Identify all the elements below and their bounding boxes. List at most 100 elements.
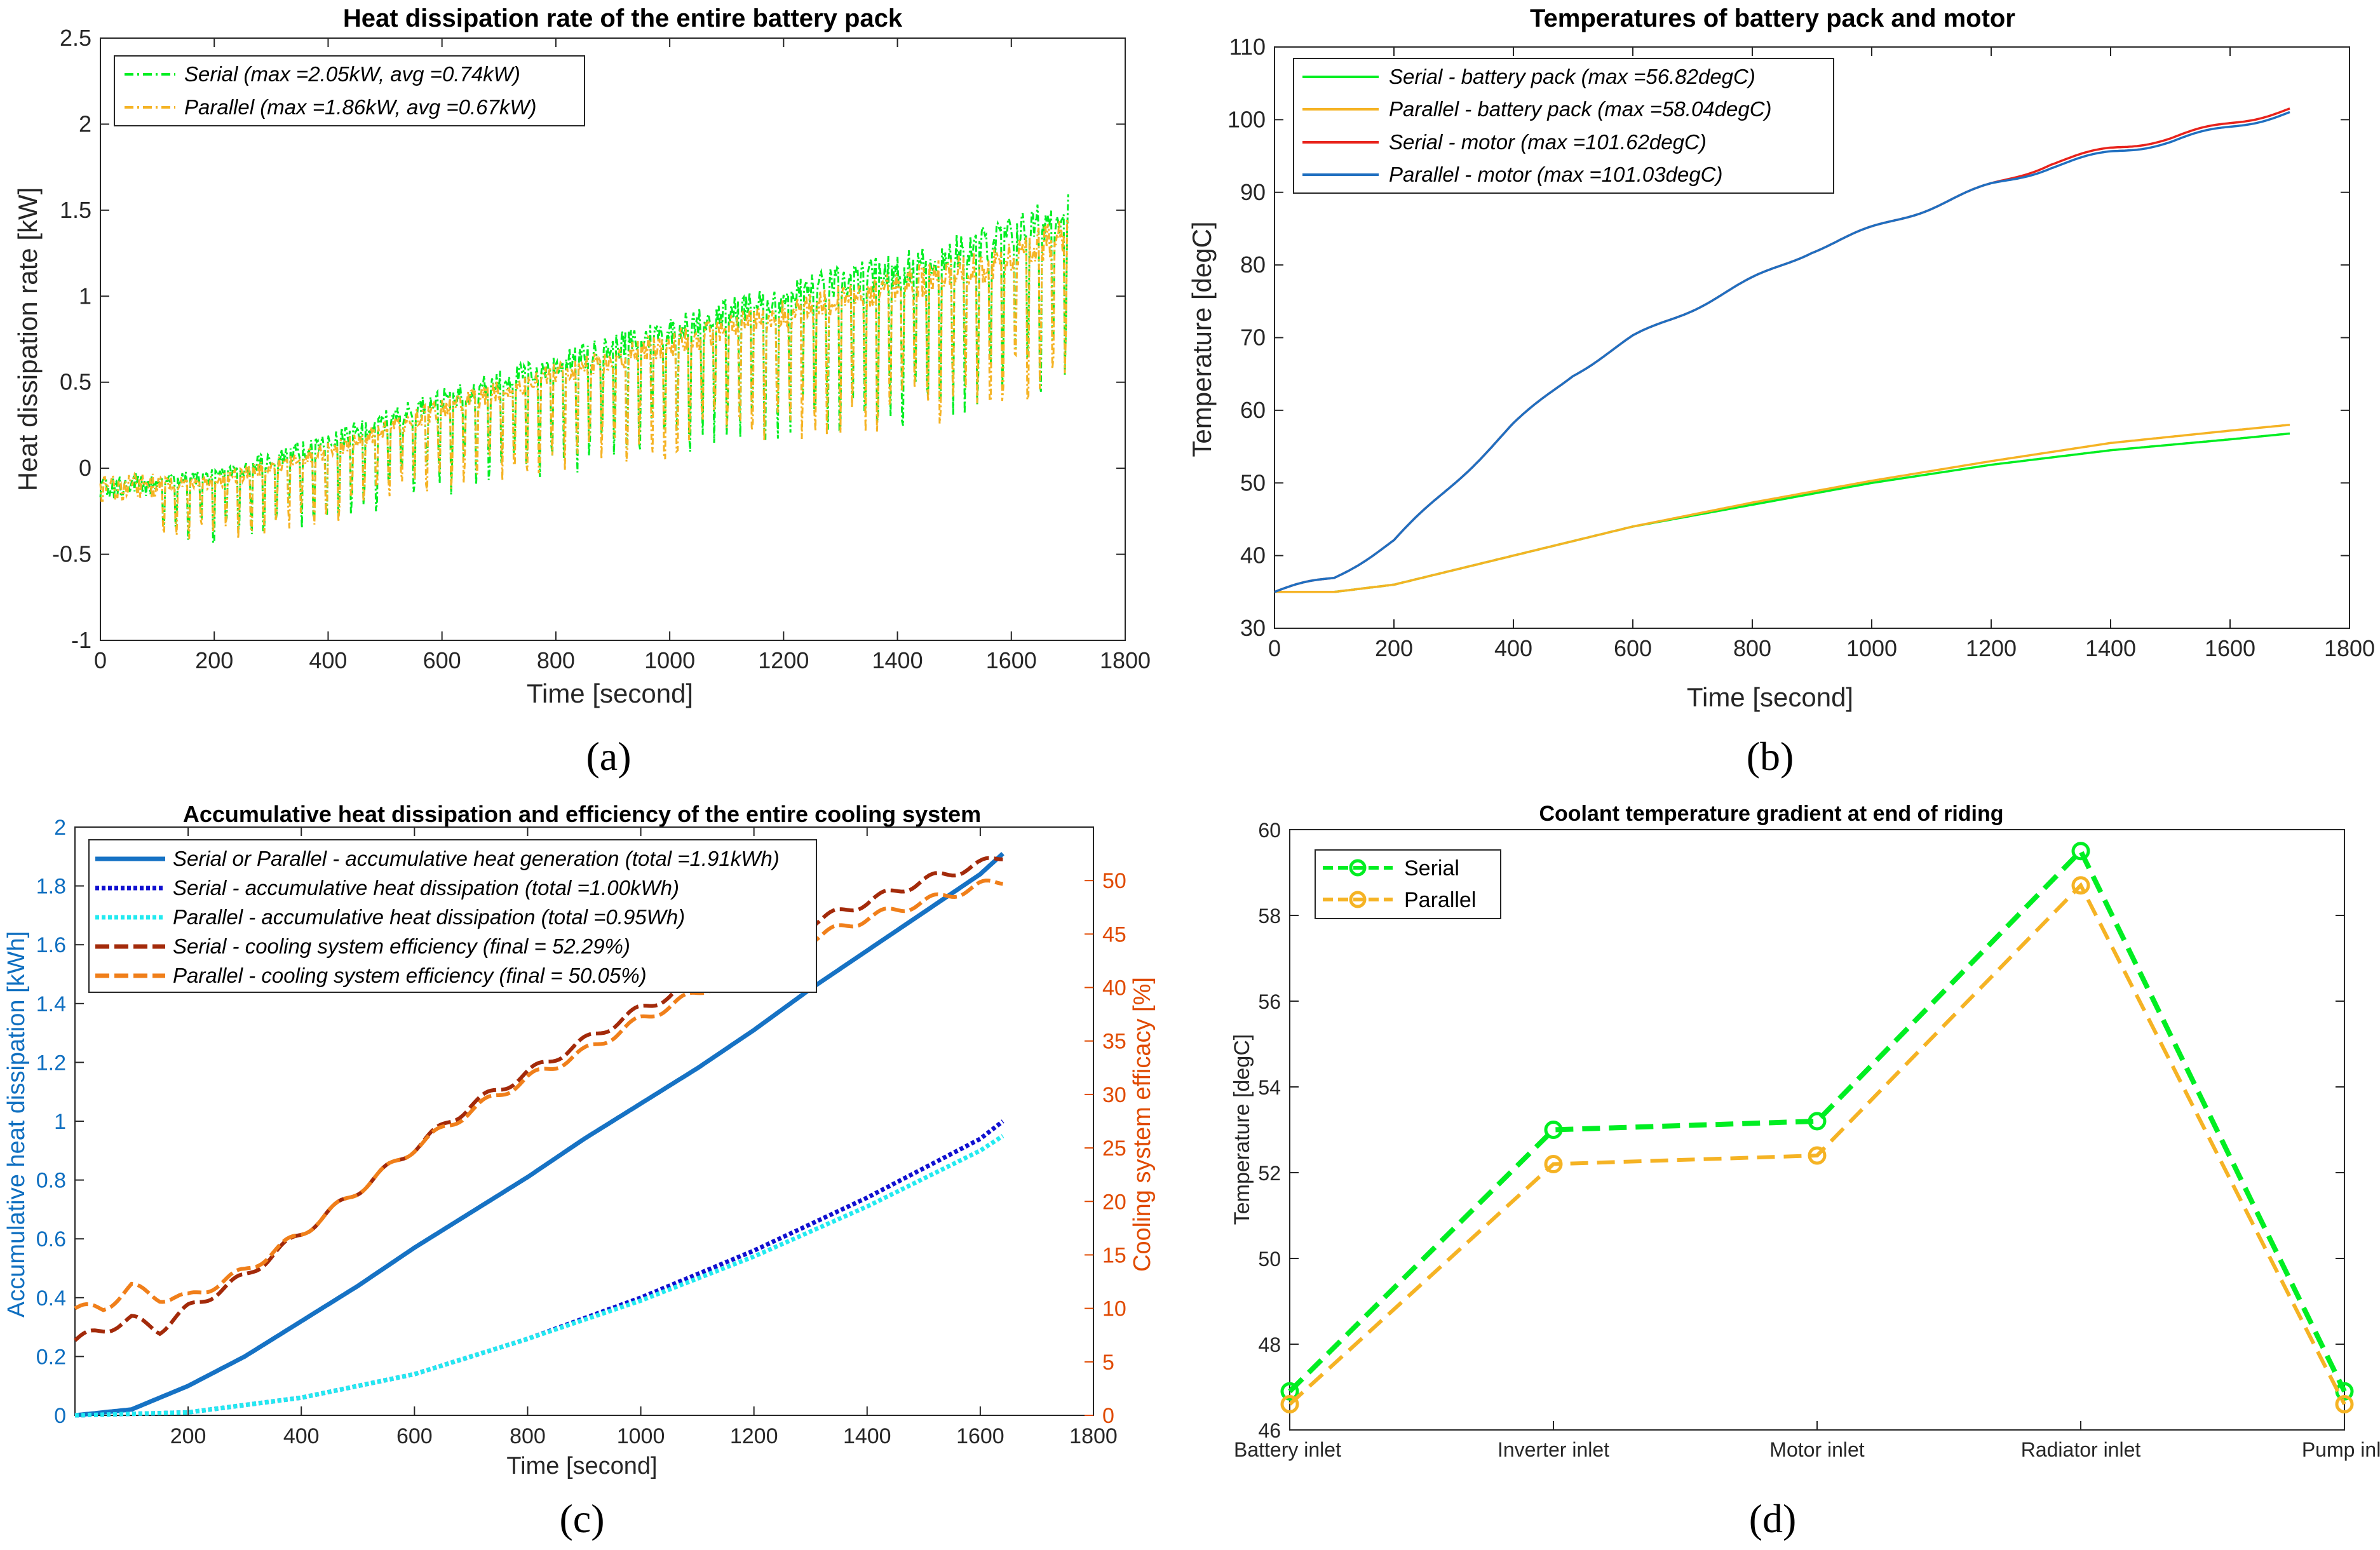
y-right-tick-label: 50 [1102, 869, 1126, 893]
x-tick-label: 1400 [843, 1424, 891, 1448]
panel-d-title: Coolant temperature gradient at end of r… [1539, 802, 2003, 826]
y-right-tick-label: 35 [1102, 1030, 1126, 1054]
panel-d-label: (d) [1749, 1496, 1797, 1541]
x-tick-label: 200 [170, 1424, 206, 1448]
legend-c-parallel-dissipation: Parallel - accumulative heat dissipation… [173, 905, 685, 929]
panel-c-title: Accumulative heat dissipation and effici… [183, 801, 981, 827]
series-c-parallel-dissipation [74, 1134, 1004, 1418]
y-tick-label: 50 [1258, 1248, 1281, 1270]
y-tick-label: 60 [1240, 397, 1266, 423]
panel-a-ticks: 0 200 400 600 800 1000 1200 1400 1600 1800 -1 -0.5 0… [52, 25, 1151, 673]
series-a-serial [99, 194, 1069, 544]
y-tick-label: 0.8 [36, 1169, 66, 1193]
panel-a: Heat dissipation rate of the entire batt… [13, 4, 1151, 779]
x-tick-label: 600 [1614, 635, 1652, 661]
panel-c-ylabel: Accumulative heat dissipation [kWh] [3, 931, 30, 1318]
y-tick-label: 1.2 [36, 1051, 66, 1075]
x-tick-label: 1800 [1100, 647, 1151, 673]
panel-b-series [1274, 107, 2290, 593]
panel-c-xlabel: Time [second] [506, 1453, 657, 1479]
x-tick-label: 1000 [617, 1424, 665, 1448]
y-tick-label: 50 [1240, 469, 1266, 495]
point-d-parallel [1544, 1155, 1563, 1173]
x-tick-label: 800 [510, 1424, 546, 1448]
panel-c-legend: Serial or Parallel - accumulative heat g… [88, 839, 817, 993]
x-tick-label: Inverter inlet [1498, 1438, 1609, 1461]
panel-a-title: Heat dissipation rate of the entire batt… [343, 4, 903, 32]
y-tick-label: -0.5 [52, 541, 91, 567]
legend-d-serial-marker [1349, 859, 1367, 877]
panel-a-series [99, 194, 1069, 544]
x-tick-label: 200 [195, 647, 233, 673]
y-tick-label: 40 [1240, 542, 1266, 569]
y-tick-label: 2 [79, 111, 91, 137]
series-d-serial [1288, 846, 2347, 1394]
x-tick-label: 200 [1375, 635, 1413, 661]
x-tick-label: 400 [1494, 635, 1532, 661]
y-tick-label: 30 [1240, 615, 1266, 641]
legend-c-serial-efficiency: Serial - cooling system efficiency (fina… [173, 934, 630, 958]
x-tick-label: 600 [423, 647, 461, 673]
y-tick-label: 1.8 [36, 875, 66, 899]
legend-d-parallel-marker [1349, 891, 1367, 908]
y-tick-label: 0.6 [36, 1227, 66, 1251]
series-c-generation [74, 852, 1004, 1418]
y-tick-label: 0.5 [60, 369, 91, 395]
panel-d: Coolant temperature gradient at end of r… [1230, 802, 2380, 1541]
x-tick-label: 1600 [986, 647, 1037, 673]
y-tick-label: 48 [1258, 1333, 1281, 1356]
x-tick-label: Motor inlet [1769, 1438, 1865, 1461]
y-tick-label: 90 [1240, 179, 1266, 205]
panel-d-legend: Serial Parallel [1315, 849, 1501, 919]
x-tick-label: 0 [1268, 635, 1281, 661]
y-right-tick-label: 25 [1102, 1136, 1126, 1161]
legend-c-parallel-efficiency: Parallel - cooling system efficiency (fi… [173, 964, 647, 987]
series-c-parallel-efficiency [74, 879, 1004, 1312]
point-d-serial [2071, 842, 2090, 861]
legend-b-serial-pack: Serial - battery pack (max =56.82degC) [1389, 65, 1755, 88]
y-tick-label: 52 [1258, 1162, 1281, 1185]
point-d-parallel [2071, 876, 2090, 895]
x-tick-label: 1000 [1846, 635, 1897, 661]
y-tick-label: 58 [1258, 905, 1281, 927]
point-d-serial [1280, 1382, 1299, 1401]
panel-b-ticks: 0 200 400 600 800 1000 1200 1400 1600 1800 30 40 50 6… [1227, 34, 2375, 661]
x-tick-label: 1800 [1069, 1424, 1118, 1448]
x-tick-label: 0 [94, 647, 107, 673]
panel-a-xlabel: Time [second] [527, 678, 693, 708]
y-tick-label: 60 [1258, 819, 1281, 842]
x-tick-label: 800 [1733, 635, 1771, 661]
panel-b-legend: Serial - battery pack (max =56.82degC) P… [1293, 58, 1834, 194]
x-tick-label: Radiator inlet [2021, 1438, 2141, 1461]
series-c-serial-efficiency [74, 856, 1003, 1342]
x-tick-label: 1000 [644, 647, 695, 673]
x-tick-label: Pump inlet [2302, 1438, 2380, 1461]
y-tick-label: 1.4 [36, 992, 66, 1016]
y-tick-label: 46 [1258, 1419, 1281, 1442]
x-tick-label: 1400 [2085, 635, 2136, 661]
x-tick-label: 1600 [956, 1424, 1004, 1448]
point-d-parallel [1808, 1146, 1827, 1165]
y-tick-label: 80 [1240, 252, 1266, 278]
legend-d-parallel: Parallel [1404, 888, 1476, 912]
series-d-parallel [1288, 882, 2346, 1406]
panel-b-label: (b) [1747, 734, 1794, 779]
y-tick-label: 56 [1258, 990, 1281, 1013]
y-tick-label: 0.2 [36, 1345, 66, 1369]
series-b-parallel-pack [1275, 424, 2290, 593]
y-right-tick-label: 30 [1102, 1083, 1126, 1107]
y-tick-label: -1 [71, 627, 91, 653]
x-tick-label: 400 [309, 647, 347, 673]
panel-a-ylabel: Heat dissipation rate [kW] [13, 187, 43, 492]
series-b-parallel-motor [1274, 111, 2290, 593]
y-right-tick-label: 5 [1102, 1351, 1114, 1375]
panel-b-xlabel: Time [second] [1687, 682, 1853, 712]
y-tick-label: 1 [79, 283, 91, 309]
x-tick-label: 400 [283, 1424, 320, 1448]
y-tick-label: 70 [1240, 325, 1266, 351]
legend-d-serial: Serial [1404, 856, 1459, 880]
point-d-serial [1808, 1112, 1827, 1131]
panel-b: Temperatures of battery pack and motor 0… [1187, 4, 2375, 779]
y-tick-label: 1.5 [60, 197, 91, 223]
